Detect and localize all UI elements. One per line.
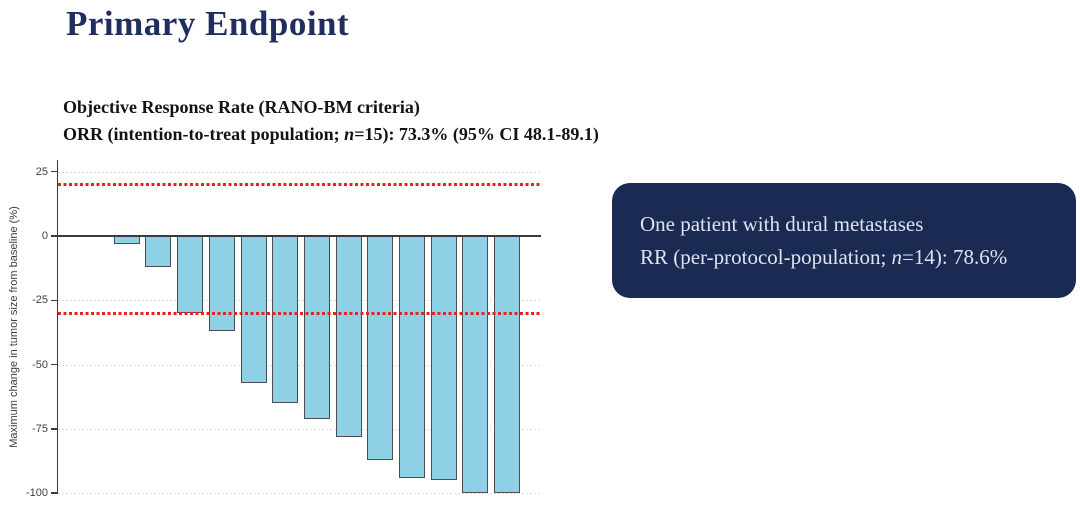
subtitle-line-2: ORR (intention-to-treat population; n=15…: [63, 121, 599, 148]
gridline--25: [58, 300, 541, 302]
waterfall-bar-11: [430, 236, 457, 481]
waterfall-bar-1: [113, 236, 140, 244]
reference-line-20: [58, 183, 541, 187]
y-tick-label--75: -75: [32, 422, 48, 435]
waterfall-bar-12: [462, 236, 489, 494]
gridline--100: [58, 493, 541, 495]
subtitle-line-2-n: n: [344, 124, 355, 144]
gridline--50: [58, 364, 541, 366]
reference-line--30: [58, 311, 541, 315]
plot-area: 25 0 -25 -50 -75 -100: [26, 160, 541, 499]
note-line-2-pre: RR (per-protocol-population;: [640, 245, 892, 269]
waterfall-bar-3: [177, 236, 204, 314]
note-line-1: One patient with dural metastases: [640, 212, 924, 236]
waterfall-bar-10: [399, 236, 425, 478]
y-tick-label-0: 0: [41, 230, 48, 242]
y-tick-mark--50: [51, 363, 58, 366]
waterfall-chart: Maximum change in tumor size from baseli…: [0, 160, 545, 499]
subtitle-line-2-post: =15): 73.3% (95% CI 48.1-89.1): [354, 124, 599, 144]
page-title: Primary Endpoint: [66, 4, 350, 43]
waterfall-bar-7: [303, 236, 330, 419]
gridline-25: [58, 171, 541, 173]
y-tick-mark--75: [51, 428, 58, 430]
y-tick-mark--25: [51, 299, 58, 302]
waterfall-bar-2: [145, 236, 172, 267]
y-tick-mark-25: [51, 170, 58, 173]
note-line-2-post: =14): 78.6%: [902, 245, 1008, 269]
note-line-2: RR (per-protocol-population; n=14): 78.6…: [640, 241, 1048, 274]
waterfall-bar-13: [494, 236, 521, 494]
waterfall-bar-8: [335, 236, 362, 437]
waterfall-bar-9: [367, 236, 394, 460]
y-tick-mark-0: [51, 235, 58, 237]
waterfall-bar-4: [208, 236, 235, 332]
note-line-2-n: n: [891, 245, 903, 269]
y-tick-label-25: 25: [35, 165, 48, 178]
y-tick-label--25: -25: [32, 294, 48, 307]
note-box: One patient with dural metastases RR (pe…: [612, 183, 1076, 298]
waterfall-bar-6: [272, 236, 299, 404]
zero-baseline: [58, 235, 541, 237]
waterfall-bar-5: [240, 236, 267, 383]
subtitle-line-2-pre: ORR (intention-to-treat population;: [63, 124, 345, 144]
subtitle-line-1: Objective Response Rate (RANO-BM criteri…: [63, 97, 420, 117]
chart-subtitle: Objective Response Rate (RANO-BM criteri…: [63, 94, 599, 148]
y-tick-label--50: -50: [32, 358, 48, 371]
y-tick-label--100: -100: [25, 487, 48, 500]
y-tick-mark--100: [51, 492, 58, 494]
gridline--75: [58, 428, 541, 430]
